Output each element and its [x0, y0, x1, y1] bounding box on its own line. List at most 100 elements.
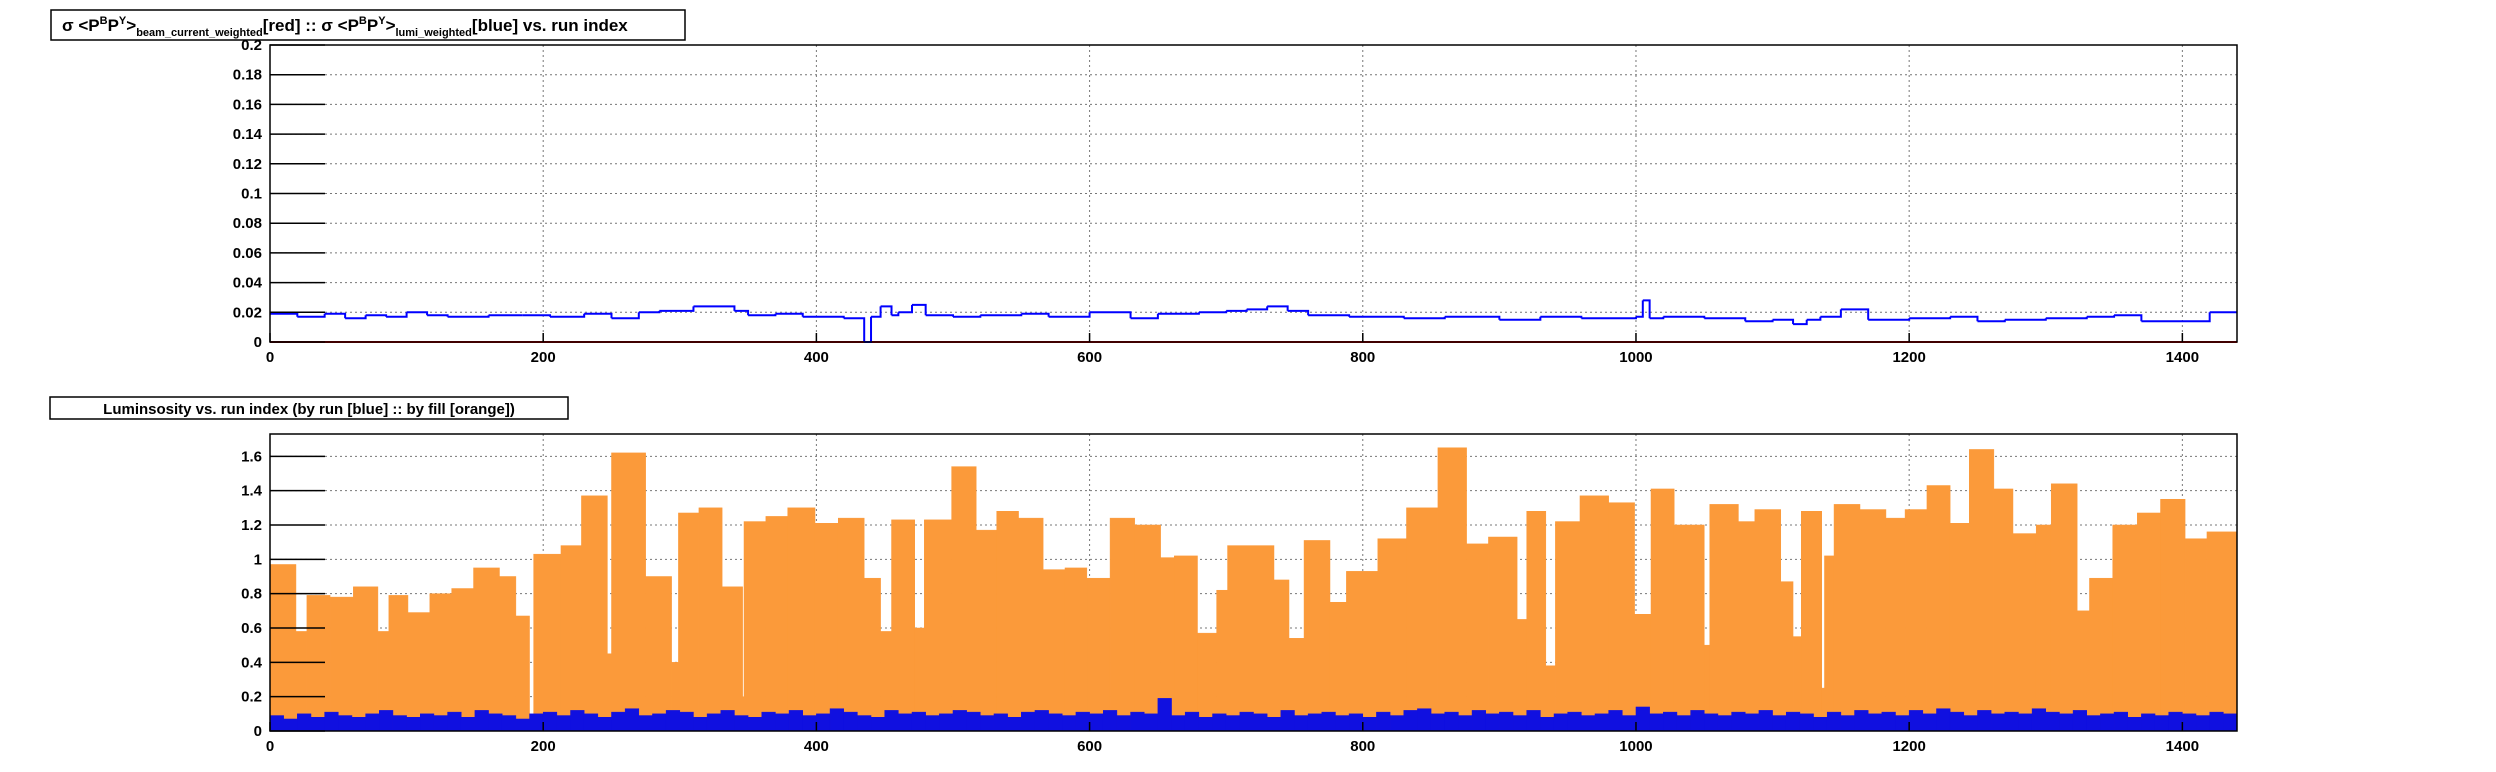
bar	[1833, 504, 1861, 732]
bar	[533, 553, 562, 732]
y-tick-label: 0	[254, 723, 262, 740]
bar	[269, 564, 297, 732]
bar	[324, 711, 339, 732]
bar	[1034, 710, 1049, 732]
bar	[2168, 711, 2183, 732]
bar	[939, 713, 954, 732]
step-segment	[1089, 311, 1132, 319]
bar	[679, 711, 694, 732]
bar	[1157, 698, 1172, 732]
bar	[1212, 713, 1227, 732]
step-segment	[1649, 316, 1665, 320]
title-part: Y	[119, 15, 127, 27]
bar	[1663, 711, 1678, 732]
step-segment	[2141, 312, 2211, 323]
bar	[1758, 710, 1773, 732]
bar	[1526, 710, 1541, 732]
bar	[1466, 543, 1489, 732]
y-tick-label: 0.1	[241, 186, 262, 203]
bar	[2223, 713, 2238, 732]
y-tick-label: 0.14	[233, 126, 263, 143]
step-segment	[1840, 308, 1870, 320]
y-tick-label: 1.2	[241, 517, 262, 534]
bar	[1417, 708, 1432, 732]
bar	[1266, 717, 1282, 732]
bar	[2018, 713, 2033, 732]
bar	[734, 715, 749, 732]
x-tick-label: 600	[1077, 738, 1102, 755]
step-segment	[1540, 315, 1583, 319]
x-tick-label: 1000	[1619, 349, 1652, 366]
bar	[2012, 533, 2037, 732]
title-part: P	[367, 16, 378, 35]
bar	[1579, 495, 1609, 732]
bar	[665, 710, 681, 732]
step-segment	[912, 303, 927, 316]
title-part: lumi_weighted	[396, 27, 472, 39]
bar	[2154, 715, 2169, 732]
bar	[1567, 711, 1582, 732]
bar	[1977, 710, 1992, 732]
bar	[837, 517, 865, 732]
y-tick-label: 0	[254, 334, 262, 351]
bar	[698, 507, 723, 732]
bar	[788, 710, 803, 732]
bar	[306, 595, 331, 732]
step-segment	[843, 317, 866, 342]
bar	[761, 711, 776, 732]
bar	[1348, 713, 1364, 732]
bar	[353, 586, 379, 732]
bar	[952, 710, 967, 732]
step-segment	[925, 314, 954, 317]
bar	[1346, 571, 1379, 732]
bar	[1042, 569, 1066, 732]
bar	[1990, 713, 2006, 732]
bar	[1731, 711, 1746, 732]
step-segment	[1950, 315, 1979, 322]
step-segment	[1226, 309, 1248, 312]
title-part: Y	[378, 15, 386, 27]
bar	[1403, 710, 1418, 732]
bar	[1335, 715, 1350, 732]
y-tick-label: 1.4	[241, 483, 263, 500]
bar	[1064, 567, 1088, 732]
bar	[474, 710, 489, 732]
bar	[556, 715, 571, 732]
bar	[1840, 715, 1855, 732]
bar	[1516, 619, 1527, 732]
bar	[925, 715, 940, 732]
x-tick-label: 0	[266, 349, 274, 366]
bar	[1377, 538, 1407, 732]
bar	[1130, 711, 1145, 732]
step-segment	[898, 304, 914, 314]
bar	[1581, 715, 1596, 732]
title-box: Luminsosity vs. run index (by run [blue]…	[49, 396, 569, 420]
y-tick-label: 0.6	[241, 620, 262, 637]
bar	[2113, 711, 2128, 732]
bar	[611, 452, 646, 732]
bar	[447, 711, 462, 732]
bar	[1813, 717, 1828, 732]
bar	[1936, 708, 1951, 732]
bar	[966, 711, 981, 732]
bar	[2137, 512, 2161, 732]
bar	[392, 715, 407, 732]
bar	[1904, 509, 1928, 732]
x-tick-label: 1000	[1619, 738, 1652, 755]
bar	[1881, 711, 1896, 732]
bar	[597, 717, 612, 732]
y-tick-label: 1.6	[241, 448, 262, 465]
bar	[406, 717, 421, 732]
bar	[765, 516, 788, 732]
y-tick-label: 1	[254, 551, 262, 568]
bar	[829, 708, 844, 732]
bar	[583, 713, 599, 732]
bar	[560, 545, 582, 732]
step-segment	[775, 312, 804, 317]
bar	[924, 519, 952, 732]
bar	[581, 495, 608, 732]
bar	[1444, 711, 1459, 732]
bar	[1048, 713, 1063, 732]
x-tick-label: 1200	[1892, 738, 1925, 755]
